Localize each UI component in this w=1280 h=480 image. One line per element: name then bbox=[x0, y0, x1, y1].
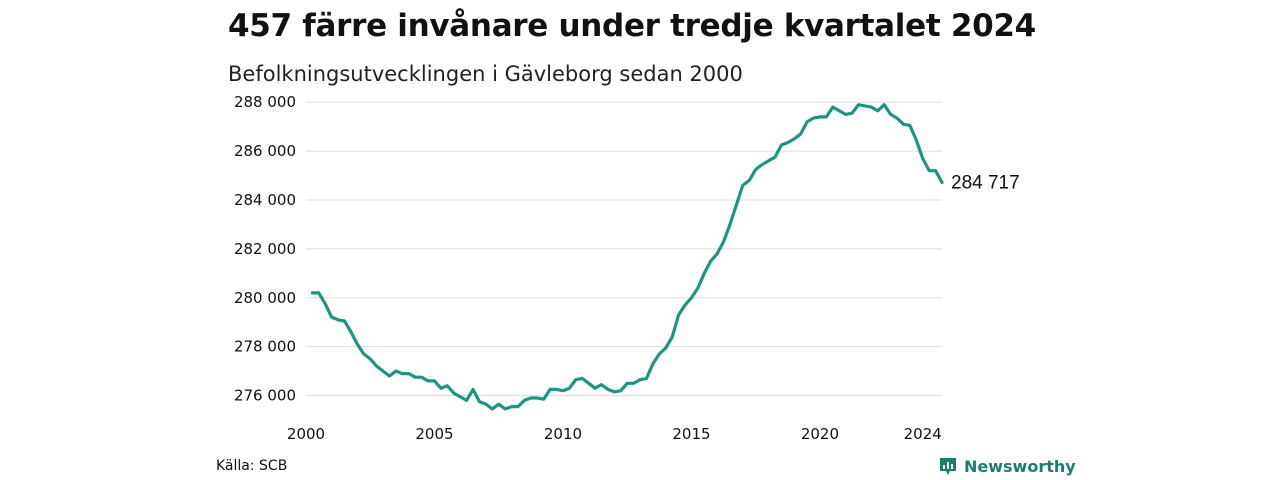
grid-lines bbox=[306, 101, 942, 397]
y-tick-label: 284 000 bbox=[234, 191, 296, 209]
x-tick-label: 2024 bbox=[904, 425, 942, 443]
y-tick-label: 288 000 bbox=[234, 93, 296, 111]
x-tick-label: 2005 bbox=[415, 425, 453, 443]
x-tick-label: 2020 bbox=[801, 425, 839, 443]
end-value-label: 284 717 bbox=[951, 172, 1020, 193]
newsworthy-icon bbox=[940, 458, 956, 475]
x-tick-label: 2010 bbox=[544, 425, 582, 443]
population-line bbox=[310, 103, 944, 411]
chart-title: 457 färre invånare under tredje kvartale… bbox=[228, 8, 1036, 44]
chart-subtitle: Befolkningsutvecklingen i Gävleborg seda… bbox=[228, 62, 743, 86]
source-note: Källa: SCB bbox=[216, 458, 288, 474]
x-axis-ticks: 2000 2005 2010 2015 2020 2024 bbox=[287, 425, 942, 443]
y-tick-label: 278 000 bbox=[234, 338, 296, 356]
y-tick-label: 282 000 bbox=[234, 240, 296, 258]
newsworthy-logo[interactable]: Newsworthy bbox=[938, 456, 1076, 476]
y-tick-label: 280 000 bbox=[234, 289, 296, 307]
brand-name: Newsworthy bbox=[964, 456, 1076, 476]
y-tick-label: 276 000 bbox=[234, 387, 296, 405]
y-tick-label: 286 000 bbox=[234, 142, 296, 160]
y-axis-ticks: 276 000 278 000 280 000 282 000 284 000 286 0… bbox=[234, 93, 296, 404]
x-tick-label: 2000 bbox=[287, 425, 325, 443]
x-tick-label: 2015 bbox=[672, 425, 710, 443]
